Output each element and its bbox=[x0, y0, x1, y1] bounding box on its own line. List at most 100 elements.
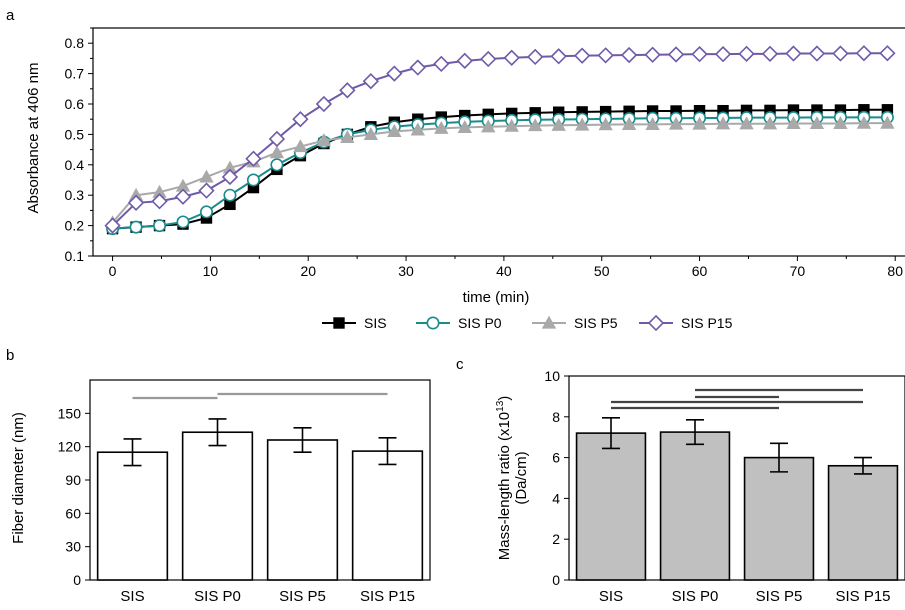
data-point bbox=[410, 122, 425, 136]
data-point bbox=[550, 48, 567, 65]
data-point bbox=[433, 55, 450, 73]
panel-c-ytick-label: 2 bbox=[552, 531, 560, 547]
panel-c-bar bbox=[743, 456, 815, 581]
panel-c-ylabel-line1: Mass-length ratio (x1013) bbox=[495, 396, 513, 561]
panel-b-ytick-label: 60 bbox=[65, 505, 81, 521]
data-point bbox=[456, 52, 473, 69]
panel-b-ylabel: Fiber diameter (nm) bbox=[10, 412, 27, 544]
data-point bbox=[270, 158, 284, 172]
data-point bbox=[386, 65, 403, 82]
panel-c-ytick-label: 0 bbox=[552, 572, 560, 588]
data-point bbox=[362, 73, 379, 90]
panel-c-bar bbox=[575, 432, 647, 581]
data-point bbox=[223, 188, 237, 202]
series-line-3 bbox=[111, 52, 888, 227]
panel-b-bar bbox=[96, 451, 169, 581]
data-point bbox=[574, 47, 591, 64]
data-point bbox=[199, 205, 213, 219]
data-point bbox=[153, 219, 167, 233]
legend-marker bbox=[541, 315, 557, 329]
panel-c-bar bbox=[827, 464, 899, 581]
data-point bbox=[269, 145, 285, 159]
panel-c-bar bbox=[659, 431, 731, 581]
data-point bbox=[528, 118, 543, 132]
panel-c-frame bbox=[568, 375, 905, 581]
data-point bbox=[785, 45, 802, 62]
panel-a-xtick-label: 30 bbox=[398, 263, 414, 279]
data-point bbox=[667, 46, 685, 63]
panel-c-ytick-label: 8 bbox=[552, 409, 560, 425]
data-point bbox=[363, 127, 379, 141]
panel-b-category-label: SIS P15 bbox=[360, 588, 415, 605]
data-point bbox=[668, 116, 684, 130]
panel-a-legend: SIS SIS P0 SIS P5 SIS P15 bbox=[322, 314, 733, 332]
series-line-1 bbox=[112, 116, 888, 230]
data-point bbox=[246, 173, 260, 187]
data-point bbox=[644, 46, 661, 63]
legend-label: SIS P0 bbox=[458, 315, 502, 331]
legend-label: SIS P15 bbox=[681, 315, 733, 331]
panel-b-ytick-label: 0 bbox=[73, 572, 81, 588]
panel-a-xtick-label: 0 bbox=[109, 263, 117, 279]
panel-c-ylabel-line2: (Da/cm) bbox=[513, 451, 530, 504]
data-point bbox=[409, 59, 426, 76]
legend-label: SIS bbox=[364, 315, 387, 331]
panel-c-bar-chart: Mass-length ratio (x1013) (Da/cm) 0 2 4 6 8 1… bbox=[495, 368, 905, 605]
data-point bbox=[151, 193, 168, 210]
data-point bbox=[176, 215, 190, 229]
data-point bbox=[292, 111, 309, 128]
data-point bbox=[340, 130, 355, 144]
data-point bbox=[293, 139, 308, 153]
panel-b-ytick-label: 150 bbox=[58, 405, 82, 421]
panel-c-ytick-label: 4 bbox=[552, 490, 560, 506]
panel-a-xlabel: time (min) bbox=[463, 289, 530, 306]
legend-label: SIS P5 bbox=[574, 315, 618, 331]
panel-c-category-label: SIS P5 bbox=[756, 588, 803, 605]
data-point bbox=[316, 133, 332, 147]
panel-b-bar-chart: Fiber diameter (nm) 0 30 60 90 120 150 SIS SIS … bbox=[10, 379, 431, 605]
data-point bbox=[808, 45, 826, 62]
panel-label-b: b bbox=[6, 347, 14, 364]
panel-label-c: c bbox=[456, 356, 464, 373]
panel-b-bar bbox=[181, 431, 254, 581]
data-point bbox=[387, 124, 402, 137]
data-point bbox=[199, 169, 214, 183]
data-point bbox=[339, 82, 356, 99]
data-point bbox=[597, 47, 614, 64]
panel-a-ytick-label: 0.2 bbox=[65, 218, 85, 234]
panel-c-category-label: SIS bbox=[599, 588, 623, 605]
data-point bbox=[715, 116, 731, 130]
panel-a-line-chart: Absorbance at 406 nm time (min) 0 10 20 30 4… bbox=[25, 27, 905, 332]
data-point bbox=[879, 45, 896, 62]
data-point bbox=[833, 116, 848, 130]
data-point bbox=[621, 117, 637, 130]
data-point bbox=[620, 46, 638, 64]
panel-b-ytick-label: 90 bbox=[65, 472, 81, 488]
data-point bbox=[762, 116, 778, 130]
panel-a-xtick-label: 70 bbox=[790, 263, 806, 279]
data-point bbox=[527, 48, 544, 66]
panel-c-ytick-label: 6 bbox=[552, 450, 560, 466]
data-point bbox=[127, 194, 145, 211]
data-point bbox=[645, 117, 660, 130]
data-point bbox=[174, 188, 192, 205]
legend-marker bbox=[647, 314, 665, 332]
data-point bbox=[739, 116, 754, 130]
data-point bbox=[761, 45, 779, 62]
panel-a-xtick-label: 40 bbox=[496, 263, 512, 279]
series-line-2 bbox=[111, 122, 888, 224]
panel-b-ytick-label: 30 bbox=[65, 539, 81, 555]
panel-a-frame bbox=[92, 27, 905, 257]
data-point bbox=[481, 119, 496, 133]
legend-marker bbox=[426, 316, 440, 330]
data-point bbox=[480, 50, 497, 68]
panel-a-xtick-label: 20 bbox=[300, 263, 316, 279]
data-point bbox=[738, 45, 755, 62]
legend-marker bbox=[333, 317, 345, 329]
panel-label-a: a bbox=[6, 7, 15, 24]
data-point bbox=[245, 150, 262, 167]
panel-a-xtick-label: 10 bbox=[203, 263, 219, 279]
panel-a-ytick-label: 0.1 bbox=[65, 248, 85, 264]
data-point bbox=[503, 49, 520, 66]
